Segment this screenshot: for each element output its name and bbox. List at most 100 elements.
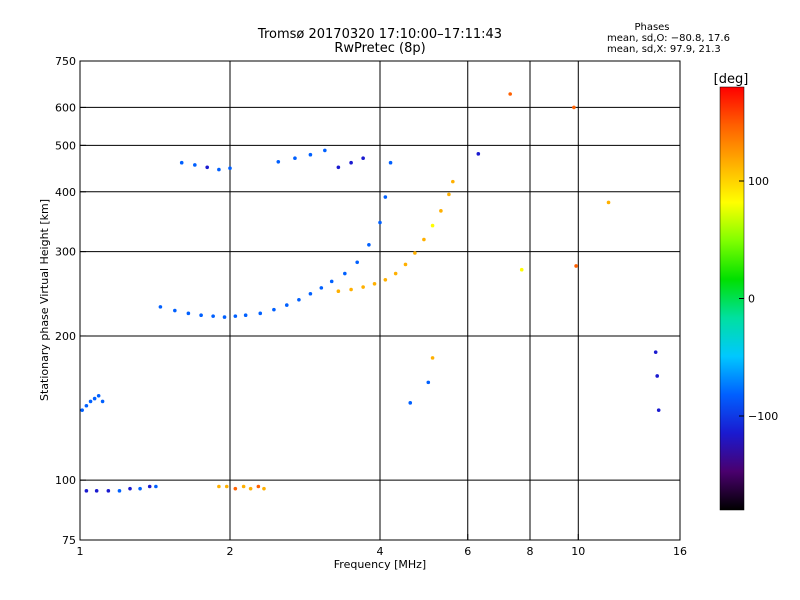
- data-point: [308, 291, 313, 296]
- data-point: [343, 271, 347, 276]
- data-point: [88, 399, 93, 404]
- data-point: [439, 209, 443, 213]
- data-point: [422, 237, 426, 242]
- data-point: [199, 313, 203, 317]
- data-point: [147, 484, 152, 489]
- series-f-x-mode-trace: [336, 179, 455, 294]
- data-point: [372, 281, 377, 286]
- x-tick-label: 2: [227, 545, 234, 558]
- data-point: [606, 200, 611, 205]
- data-point: [158, 305, 163, 309]
- data-point: [233, 314, 238, 318]
- data-point: [319, 286, 324, 290]
- data-point: [100, 399, 105, 404]
- data-point: [92, 396, 97, 401]
- y-tick-label: 600: [55, 101, 76, 114]
- data-points: [80, 92, 661, 493]
- series-f-o-mode-trace: [158, 160, 393, 319]
- x-axis-label: Frequency [MHz]: [334, 558, 426, 571]
- data-point: [430, 223, 435, 228]
- data-point: [378, 220, 382, 225]
- data-point: [173, 308, 177, 313]
- data-point: [84, 403, 89, 408]
- data-point: [430, 356, 435, 360]
- data-point: [117, 489, 122, 493]
- y-tick-label: 300: [55, 246, 76, 259]
- data-point: [94, 489, 99, 493]
- data-point: [293, 156, 297, 161]
- data-point: [413, 251, 417, 255]
- data-point: [96, 394, 101, 398]
- series-sporadic-points: [408, 92, 661, 412]
- data-point: [329, 279, 334, 284]
- data-point: [217, 484, 221, 489]
- y-tick-label: 400: [55, 186, 76, 199]
- data-point: [383, 277, 388, 282]
- data-point: [179, 160, 184, 165]
- data-point: [138, 486, 142, 491]
- data-point: [349, 160, 353, 165]
- x-tick-label: 6: [464, 545, 471, 558]
- data-point: [388, 160, 393, 165]
- data-point: [653, 350, 658, 354]
- data-point: [451, 179, 455, 184]
- x-tick-label: 10: [571, 545, 585, 558]
- phase-stats-heading: Phases: [634, 22, 670, 33]
- data-point: [355, 260, 359, 265]
- data-point: [308, 152, 313, 157]
- data-point: [262, 486, 266, 491]
- data-point: [367, 242, 371, 247]
- x-tick-label: 4: [377, 545, 384, 558]
- data-point: [193, 163, 197, 167]
- data-point: [574, 264, 578, 268]
- data-point: [361, 156, 365, 161]
- data-point: [323, 148, 327, 153]
- chart-title-line1: Tromsø 20170320 17:10:00–17:11:43: [257, 27, 503, 42]
- colorbar-tick-label: −100: [748, 410, 778, 423]
- colorbar-label: [deg]: [714, 72, 749, 87]
- series-low-echo-1-1-1-mhz: [80, 394, 105, 412]
- data-point: [248, 486, 253, 491]
- y-tick-label: 500: [55, 139, 76, 152]
- phase-stats-x-mode: mean, sd,X: 97.9, 21.3: [607, 44, 721, 55]
- series-second-hop-echoes: [179, 148, 365, 172]
- data-point: [228, 166, 232, 170]
- x-tick-label: 8: [527, 545, 534, 558]
- data-point: [211, 314, 215, 318]
- colorbar-tick-label: 0: [748, 293, 755, 306]
- data-point: [186, 311, 191, 316]
- data-point: [256, 484, 261, 489]
- data-point: [243, 313, 248, 317]
- x-tick-label: 16: [673, 545, 687, 558]
- grid-lines: [80, 61, 680, 540]
- data-point: [217, 167, 221, 172]
- phase-stats-o-mode: mean, sd,O: −80.8, 17.6: [607, 33, 730, 44]
- x-tick-label: 1: [77, 545, 84, 558]
- y-tick-label: 200: [55, 330, 76, 343]
- series-es-echo-near-2-mhz: [217, 484, 266, 491]
- axis-ticks: 1 2 4 6 8 10 16 75 100 200 300 400 500 600 750: [55, 55, 687, 558]
- series-e-layer-echo: [84, 484, 158, 493]
- data-point: [276, 159, 281, 164]
- data-point: [205, 165, 209, 170]
- data-point: [572, 105, 576, 110]
- data-point: [224, 484, 229, 489]
- y-tick-label: 75: [62, 534, 76, 547]
- data-point: [349, 287, 353, 292]
- data-point: [80, 408, 84, 412]
- data-point: [154, 484, 158, 489]
- colorbar-tick-label: 100: [748, 175, 769, 188]
- data-point: [84, 489, 89, 493]
- y-tick-label: 100: [55, 474, 76, 487]
- data-point: [361, 285, 365, 289]
- data-point: [655, 374, 659, 378]
- data-point: [297, 297, 301, 302]
- data-point: [233, 486, 238, 491]
- data-point: [476, 152, 481, 156]
- data-point: [426, 380, 431, 385]
- data-point: [336, 289, 341, 294]
- data-point: [508, 92, 512, 96]
- data-point: [383, 195, 388, 199]
